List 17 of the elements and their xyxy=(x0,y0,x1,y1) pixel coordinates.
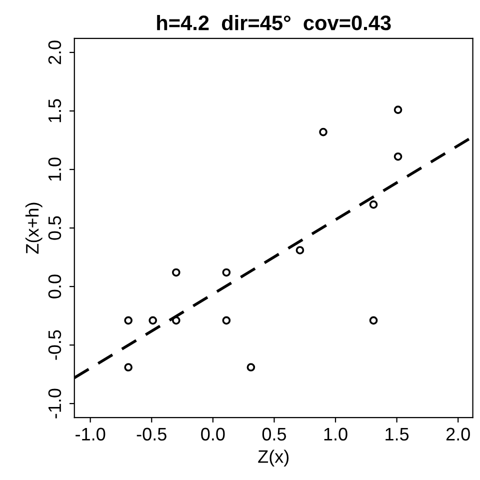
y-tick-label: 1.5 xyxy=(48,99,62,122)
y-tick-label: 1.0 xyxy=(48,158,62,181)
x-tick-label: 0.0 xyxy=(201,428,225,441)
x-tick-label: 2.0 xyxy=(446,428,470,441)
x-tick-label: -0.5 xyxy=(136,428,166,441)
x-tick-label: 0.5 xyxy=(262,428,286,441)
x-tick-label: 1.0 xyxy=(324,428,348,441)
x-tick-label: -1.0 xyxy=(76,428,106,441)
y-axis-title: Z(x+h) xyxy=(25,202,42,254)
y-tick-label: -0.5 xyxy=(48,330,62,360)
x-tick-label: 1.5 xyxy=(386,428,409,441)
y-tick-label: 0.0 xyxy=(48,274,62,298)
y-tick-label: 2.0 xyxy=(48,40,62,64)
y-tick-label: -1.0 xyxy=(48,388,62,418)
y-tick-label: 0.5 xyxy=(48,216,62,240)
x-axis-title: Z(x) xyxy=(258,450,289,467)
chart-title: h=4.2 dir=45° cov=0.43 xyxy=(157,14,391,30)
